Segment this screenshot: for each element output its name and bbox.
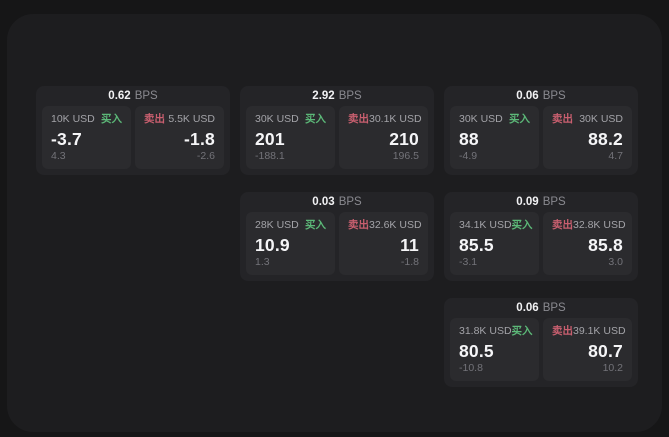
- bps-unit: BPS: [338, 196, 362, 208]
- bps-unit: BPS: [134, 90, 158, 102]
- buy-size-label: 10K USD: [51, 113, 95, 125]
- buy-sub-value: -188.1: [255, 150, 285, 162]
- buy-size-label: 28K USD: [255, 219, 299, 231]
- sell-sub-value: 4.7: [608, 150, 623, 162]
- quote-pair: 30K USD 买入 88 -4.9 卖出 30K USD 88.2 4.7: [444, 106, 638, 175]
- buy-side-label: 买入: [509, 113, 530, 125]
- sell-sub-value: -1.8: [400, 256, 419, 268]
- bps-header: 0.06 BPS: [444, 298, 638, 318]
- quote-card: 0.06 BPS 31.8K USD 买入 80.5 -10.8 卖出 39.1…: [444, 298, 638, 387]
- buy-sub-value: 4.3: [51, 150, 66, 162]
- quote-pair: 28K USD 买入 10.9 1.3 卖出 32.6K USD 11 -1.8: [240, 212, 434, 281]
- buy-price: 85.5: [459, 235, 494, 255]
- buy-side-label: 买入: [305, 219, 326, 231]
- buy-sub-value: -4.9: [459, 150, 478, 162]
- sell-price: 80.7: [588, 341, 623, 361]
- buy-sub-value: 1.3: [255, 256, 270, 268]
- sell-size-label: 39.1K USD: [573, 325, 626, 337]
- bps-value: 2.92: [312, 90, 335, 102]
- quote-pair: 34.1K USD 买入 85.5 -3.1 卖出 32.8K USD 85.8…: [444, 212, 638, 281]
- sell-sub-value: 196.5: [392, 150, 419, 162]
- buy-side-label: 买入: [305, 113, 326, 125]
- buy-quote-button[interactable]: 30K USD 买入 201 -188.1: [246, 106, 335, 169]
- quote-card: 0.09 BPS 34.1K USD 买入 85.5 -3.1 卖出 32.8K…: [444, 192, 638, 281]
- buy-price: 88: [459, 129, 479, 149]
- bps-unit: BPS: [338, 90, 362, 102]
- bps-header: 0.09 BPS: [444, 192, 638, 212]
- quote-card-grid: 0.62 BPS 10K USD 买入 -3.7 4.3 卖出 5.5K USD…: [36, 86, 638, 387]
- bps-value: 0.06: [516, 90, 539, 102]
- bps-value: 0.62: [108, 90, 131, 102]
- buy-size-label: 34.1K USD: [459, 219, 512, 231]
- buy-quote-button[interactable]: 10K USD 买入 -3.7 4.3: [42, 106, 131, 169]
- buy-size-label: 30K USD: [459, 113, 503, 125]
- sell-sub-value: -2.6: [196, 150, 215, 162]
- buy-price: 10.9: [255, 235, 290, 255]
- bps-header: 0.03 BPS: [240, 192, 434, 212]
- buy-size-label: 30K USD: [255, 113, 299, 125]
- sell-price: -1.8: [184, 129, 215, 149]
- sell-size-label: 32.8K USD: [573, 219, 626, 231]
- quote-pair: 10K USD 买入 -3.7 4.3 卖出 5.5K USD -1.8 -2.…: [36, 106, 230, 175]
- quote-card: 2.92 BPS 30K USD 买入 201 -188.1 卖出 30.1K …: [240, 86, 434, 175]
- sell-side-label: 卖出: [348, 219, 369, 231]
- quote-card: 0.06 BPS 30K USD 买入 88 -4.9 卖出 30K USD 8…: [444, 86, 638, 175]
- sell-side-label: 卖出: [552, 325, 573, 337]
- sell-price: 11: [400, 235, 419, 255]
- sell-size-label: 5.5K USD: [168, 113, 215, 125]
- buy-quote-button[interactable]: 31.8K USD 买入 80.5 -10.8: [450, 318, 539, 381]
- quote-card: 0.62 BPS 10K USD 买入 -3.7 4.3 卖出 5.5K USD…: [36, 86, 230, 175]
- sell-size-label: 30.1K USD: [369, 113, 422, 125]
- buy-price: 201: [255, 129, 285, 149]
- sell-side-label: 卖出: [348, 113, 369, 125]
- sell-size-label: 32.6K USD: [369, 219, 422, 231]
- bps-header: 0.06 BPS: [444, 86, 638, 106]
- sell-side-label: 卖出: [144, 113, 165, 125]
- buy-sub-value: -10.8: [459, 362, 483, 374]
- buy-price: 80.5: [459, 341, 494, 361]
- bps-value: 0.09: [516, 196, 539, 208]
- buy-quote-button[interactable]: 28K USD 买入 10.9 1.3: [246, 212, 335, 275]
- bps-unit: BPS: [542, 302, 566, 314]
- bps-unit: BPS: [542, 90, 566, 102]
- sell-price: 88.2: [588, 129, 623, 149]
- buy-side-label: 买入: [101, 113, 122, 125]
- sell-size-label: 30K USD: [579, 113, 623, 125]
- buy-side-label: 买入: [511, 219, 533, 231]
- sell-side-label: 卖出: [552, 113, 573, 125]
- quote-pair: 31.8K USD 买入 80.5 -10.8 卖出 39.1K USD 80.…: [444, 318, 638, 387]
- buy-price: -3.7: [51, 129, 82, 149]
- sell-sub-value: 10.2: [602, 362, 623, 374]
- sell-quote-button[interactable]: 卖出 32.6K USD 11 -1.8: [339, 212, 428, 275]
- bps-unit: BPS: [542, 196, 566, 208]
- sell-quote-button[interactable]: 卖出 39.1K USD 80.7 10.2: [543, 318, 632, 381]
- bps-header: 0.62 BPS: [36, 86, 230, 106]
- sell-side-label: 卖出: [552, 219, 573, 231]
- sell-quote-button[interactable]: 卖出 5.5K USD -1.8 -2.6: [135, 106, 224, 169]
- buy-quote-button[interactable]: 34.1K USD 买入 85.5 -3.1: [450, 212, 539, 275]
- sell-quote-button[interactable]: 卖出 32.8K USD 85.8 3.0: [543, 212, 632, 275]
- sell-quote-button[interactable]: 卖出 30K USD 88.2 4.7: [543, 106, 632, 169]
- buy-sub-value: -3.1: [459, 256, 478, 268]
- buy-size-label: 31.8K USD: [459, 325, 512, 337]
- bps-value: 0.03: [312, 196, 335, 208]
- buy-side-label: 买入: [511, 325, 533, 337]
- sell-price: 210: [389, 129, 419, 149]
- quote-pair: 30K USD 买入 201 -188.1 卖出 30.1K USD 210 1…: [240, 106, 434, 175]
- sell-quote-button[interactable]: 卖出 30.1K USD 210 196.5: [339, 106, 428, 169]
- buy-quote-button[interactable]: 30K USD 买入 88 -4.9: [450, 106, 539, 169]
- sell-sub-value: 3.0: [608, 256, 623, 268]
- sell-price: 85.8: [588, 235, 623, 255]
- quote-card: 0.03 BPS 28K USD 买入 10.9 1.3 卖出 32.6K US…: [240, 192, 434, 281]
- bps-header: 2.92 BPS: [240, 86, 434, 106]
- bps-value: 0.06: [516, 302, 539, 314]
